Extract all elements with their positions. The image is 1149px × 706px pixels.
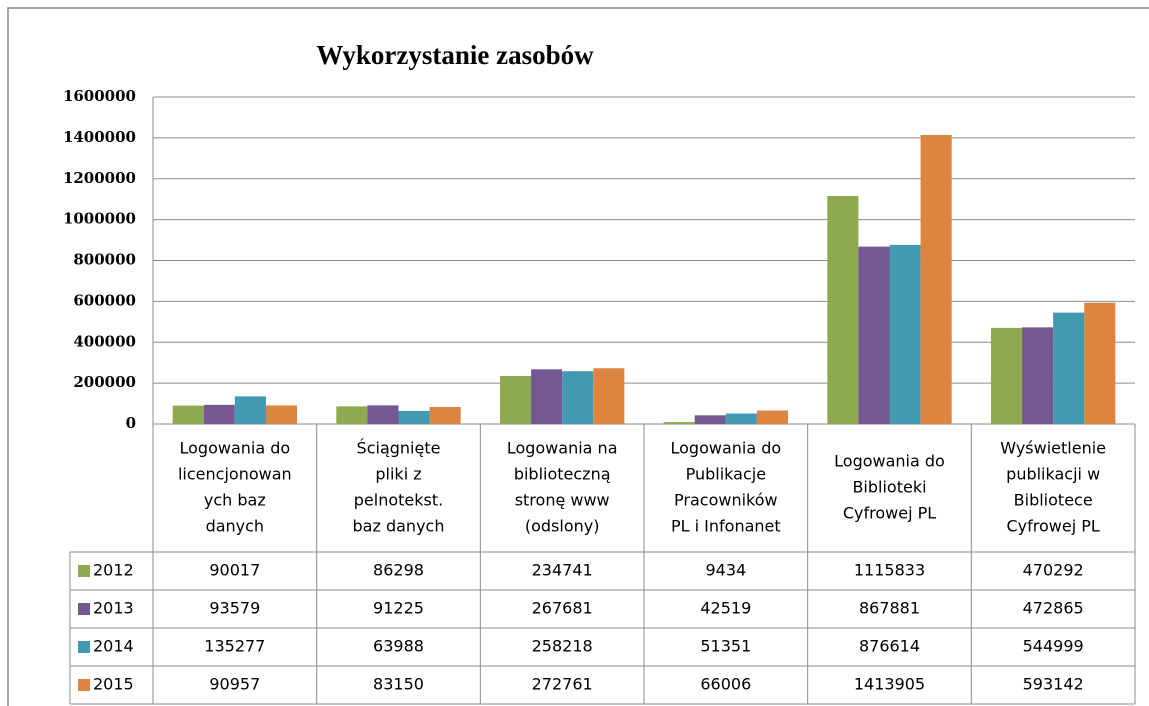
bar [920,135,952,424]
x-tick-label: Wyświetlenie [1000,439,1106,458]
table-cell: 93579 [209,599,260,618]
table-cell: 83150 [373,675,424,694]
legend-label: 2012 [93,561,134,580]
legend-key [78,641,90,653]
x-tick-label: Logowania do [834,452,945,471]
y-tick-label: 600000 [73,291,136,309]
table-cell: 86298 [373,561,424,580]
x-tick-label: Bibliotece [1014,491,1093,510]
legend-label: 2014 [93,637,134,656]
x-tick-label: Biblioteki [852,478,926,497]
x-tick-label: Pracowników [674,491,778,510]
bar [1022,327,1054,424]
bar [663,422,695,424]
x-tick-label: biblioteczną [514,465,611,484]
table-cell: 51351 [700,637,751,656]
table-cell: 470292 [1023,561,1084,580]
table-cell: 258218 [532,637,593,656]
y-tick-label: 800000 [73,251,136,269]
chart-title: Wykorzystanie zasobów [316,40,594,70]
legend-key [78,603,90,615]
x-tick-label: (odslony) [525,517,600,536]
bar [499,376,532,424]
y-tick-label: 1000000 [63,210,136,228]
table-cell: 1115833 [854,561,925,580]
x-tick-label: publikacji w [1006,465,1100,484]
y-tick-label: 200000 [73,373,136,391]
x-tick-label: danych [206,517,265,536]
x-tick-label: ych baz [204,491,266,510]
table-cell: 1413905 [854,675,925,694]
y-tick-label: 1200000 [63,169,136,187]
bar [858,246,890,424]
y-tick-label: 0 [126,414,136,432]
bar [725,413,757,424]
x-tick-label: stronę www [515,491,610,510]
legend-key [78,679,90,691]
bar [990,327,1023,424]
bar [756,410,789,424]
x-tick-label: PL i Infonanet [671,517,781,536]
bar [562,371,594,424]
x-tick-label: baz danych [353,517,445,536]
bar [889,244,921,424]
bar [367,405,399,424]
table-cell: 66006 [700,675,751,694]
table-cell: 272761 [532,675,593,694]
bar [203,404,235,424]
bar [694,415,726,424]
table-cell: 91225 [373,599,424,618]
bar [398,410,430,424]
y-tick-label: 400000 [73,332,136,350]
bar [172,405,204,424]
y-tick-label: 1400000 [63,128,136,146]
table-cell: 876614 [859,637,920,656]
x-tick-label: Ściągnięte [357,439,441,458]
x-tick-label: Cyfrowej PL [843,504,936,523]
bar [531,369,563,424]
table-cell: 267681 [532,599,593,618]
table-cell: 234741 [532,561,593,580]
bar [234,396,266,424]
legend-key [78,565,90,577]
table-cell: 90957 [209,675,260,694]
x-tick-label: Logowania na [507,439,618,458]
bar [336,406,368,424]
table-cell: 593142 [1023,675,1084,694]
x-tick-label: Cyfrowej PL [1007,517,1100,536]
bar [593,368,625,424]
table-cell: 867881 [859,599,920,618]
table-cell: 42519 [700,599,751,618]
x-tick-label: pelnotekst. [354,491,443,510]
table-cell: 135277 [204,637,265,656]
table-cell: 63988 [373,637,424,656]
x-tick-label: licencjonowan [178,465,292,484]
x-tick-label: pliki z [375,465,421,484]
x-tick-label: Publikacje [686,465,766,484]
y-tick-label: 1600000 [63,87,136,105]
x-tick-label: Logowania do [670,439,781,458]
table-cell: 544999 [1023,637,1084,656]
bar [265,405,298,424]
bar [429,407,461,424]
bar [827,195,859,424]
table-cell: 472865 [1023,599,1084,618]
bar [1053,312,1085,424]
legend-label: 2013 [93,599,134,618]
legend-label: 2015 [93,675,134,694]
table-cell: 90017 [209,561,260,580]
x-tick-label: Logowania do [179,439,290,458]
table-cell: 9434 [705,561,746,580]
bar [1084,302,1116,424]
